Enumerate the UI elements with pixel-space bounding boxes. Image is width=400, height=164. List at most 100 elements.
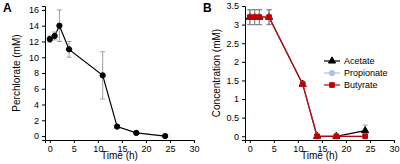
- x-tick-label: 20: [141, 144, 151, 154]
- y-tick-mark: [42, 120, 45, 121]
- error-bar: [252, 10, 257, 25]
- x-tick-mark: [250, 140, 251, 143]
- error-bar-cap: [67, 41, 72, 42]
- error-bar-cap: [267, 24, 272, 25]
- error-bar: [300, 82, 305, 86]
- error-bar: [52, 32, 57, 40]
- error-bar-cap: [252, 9, 257, 10]
- y-tick-label: 8: [34, 68, 39, 78]
- x-tick-label: 20: [341, 144, 351, 154]
- data-point: [362, 127, 369, 133]
- data-point: [299, 80, 306, 86]
- x-tick-label: 30: [389, 144, 399, 154]
- data-point: [66, 47, 71, 52]
- x-tick: 20: [141, 140, 151, 154]
- y-tick-label: 0: [34, 131, 39, 141]
- y-tick-mark: [242, 62, 245, 63]
- y-tick-label: 0: [234, 132, 239, 142]
- y-tick: 1: [234, 94, 245, 104]
- data-point: [315, 134, 320, 139]
- error-bar-cap: [247, 24, 252, 25]
- error-bar-cap: [247, 9, 252, 10]
- y-tick-mark: [42, 26, 45, 27]
- error-bar-cap: [257, 24, 262, 25]
- legend-label: Propionate: [344, 68, 388, 78]
- y-tick-mark: [242, 136, 245, 137]
- error-bar-cap: [100, 99, 105, 100]
- error-bar-cap: [247, 24, 252, 25]
- error-bar-cap: [100, 51, 105, 52]
- x-tick-mark: [370, 140, 371, 143]
- x-tick-mark: [122, 140, 123, 143]
- y-tick: 14: [29, 21, 45, 31]
- x-tick-mark: [170, 140, 171, 143]
- y-tick: 0.5: [226, 113, 245, 123]
- y-tick-label: 14: [29, 21, 39, 31]
- error-bar: [257, 10, 262, 25]
- error-bar-cap: [57, 9, 62, 10]
- data-point: [300, 82, 305, 87]
- y-tick: 8: [34, 68, 45, 78]
- error-bar: [247, 10, 252, 25]
- y-tick-label: 0.5: [226, 113, 239, 123]
- y-axis: 00.511.522.533.5: [226, 1, 245, 141]
- data-point: [300, 82, 305, 87]
- x-tick: 30: [389, 140, 399, 154]
- y-tick-label: 2: [234, 57, 239, 67]
- data-point: [257, 15, 262, 20]
- error-bar-cap: [267, 9, 272, 10]
- x-tick-label: 25: [165, 144, 175, 154]
- x-tick-mark: [98, 140, 99, 143]
- x-tick-label: 5: [272, 144, 277, 154]
- data-point: [52, 33, 57, 38]
- panel: A0510152025300246810121416Time (h)Perchl…: [3, 1, 200, 161]
- y-tick: 0: [34, 131, 45, 141]
- y-tick-mark: [42, 57, 45, 58]
- error-bar: [252, 10, 257, 25]
- y-tick: 10: [29, 53, 45, 63]
- x-tick: 20: [341, 140, 351, 154]
- data-point: [267, 15, 272, 20]
- x-tick-label: 25: [365, 144, 375, 154]
- x-axis-title: Time (h): [301, 150, 338, 161]
- x-tick-mark: [394, 140, 395, 143]
- x-tick: 0: [248, 140, 253, 154]
- y-tick-label: 1.5: [226, 76, 239, 86]
- legend-entry: Propionate: [324, 68, 388, 78]
- error-bar: [267, 10, 272, 25]
- x-tick-mark: [194, 140, 195, 143]
- data-point: [334, 134, 339, 139]
- error-bar: [100, 52, 105, 99]
- error-bar: [252, 10, 257, 25]
- data-point: [57, 23, 62, 28]
- error-bar: [300, 82, 305, 86]
- y-tick: 16: [29, 5, 45, 15]
- panel: B05101520253000.511.522.533.5Time (h)Con…: [203, 1, 400, 161]
- y-tick-label: 1: [234, 94, 239, 104]
- data-point: [247, 15, 252, 20]
- data-point: [314, 134, 319, 139]
- x-tick-label: 30: [189, 144, 199, 154]
- error-bar-cap: [257, 9, 262, 10]
- error-bar-cap: [252, 24, 257, 25]
- data-point: [363, 134, 368, 139]
- data-point: [363, 134, 368, 139]
- y-tick-label: 12: [29, 37, 39, 47]
- y-tick-mark: [42, 105, 45, 106]
- error-bar: [267, 10, 272, 25]
- error-bar-cap: [252, 9, 257, 10]
- y-tick: 2: [234, 57, 245, 67]
- error-bar-cap: [257, 24, 262, 25]
- error-bar: [300, 82, 305, 86]
- legend-entry: Acetate: [324, 56, 375, 66]
- y-tick-label: 16: [29, 5, 39, 15]
- error-bar: [257, 10, 262, 25]
- x-tick-mark: [146, 140, 147, 143]
- legend-marker: [328, 57, 335, 63]
- legend-marker: [329, 70, 334, 75]
- error-bar-cap: [252, 9, 257, 10]
- x-axis-title: Time (h): [101, 150, 138, 161]
- error-bar-cap: [67, 57, 72, 58]
- x-axis-line: [46, 141, 195, 144]
- error-bar: [257, 10, 262, 25]
